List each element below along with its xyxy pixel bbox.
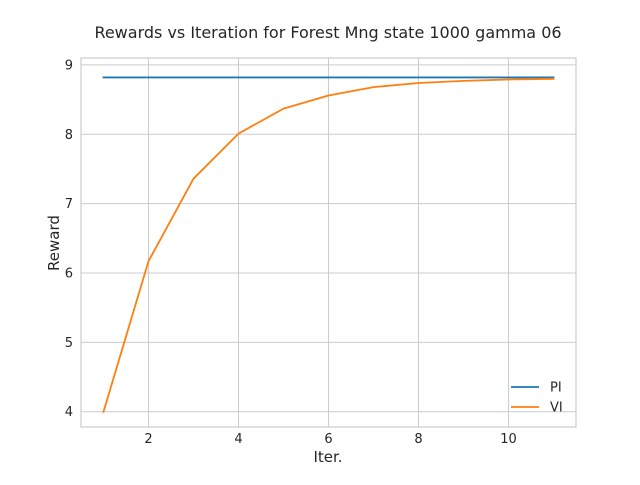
plot-frame [80, 57, 577, 428]
legend-label-pi: PI [550, 381, 562, 396]
x-tick-label: 8 [414, 432, 422, 447]
y-tick-label: 8 [65, 128, 73, 143]
y-tick-label: 4 [65, 405, 73, 420]
x-axis-title: Iter. [313, 448, 342, 466]
x-tick-label: 4 [234, 432, 242, 447]
y-axis-title: Reward [45, 215, 63, 271]
x-tick-labels: 2 4 6 8 10 [144, 432, 516, 447]
y-tick-label: 9 [65, 58, 73, 73]
y-tick-label: 7 [65, 197, 73, 212]
chart-title: Rewards vs Iteration for Forest Mng stat… [94, 23, 561, 42]
y-tick-label: 6 [65, 267, 73, 282]
series-lines [102, 76, 555, 413]
y-tick-labels: 4 5 6 7 8 9 [65, 58, 73, 420]
legend: PI VI [511, 381, 563, 416]
x-tick-label: 6 [324, 432, 332, 447]
series-line-vi [102, 77, 555, 413]
x-tick-label: 2 [144, 432, 152, 447]
legend-label-vi: VI [550, 401, 563, 416]
x-tick-label: 10 [500, 432, 517, 447]
grid [81, 58, 576, 427]
y-tick-label: 5 [65, 336, 73, 351]
